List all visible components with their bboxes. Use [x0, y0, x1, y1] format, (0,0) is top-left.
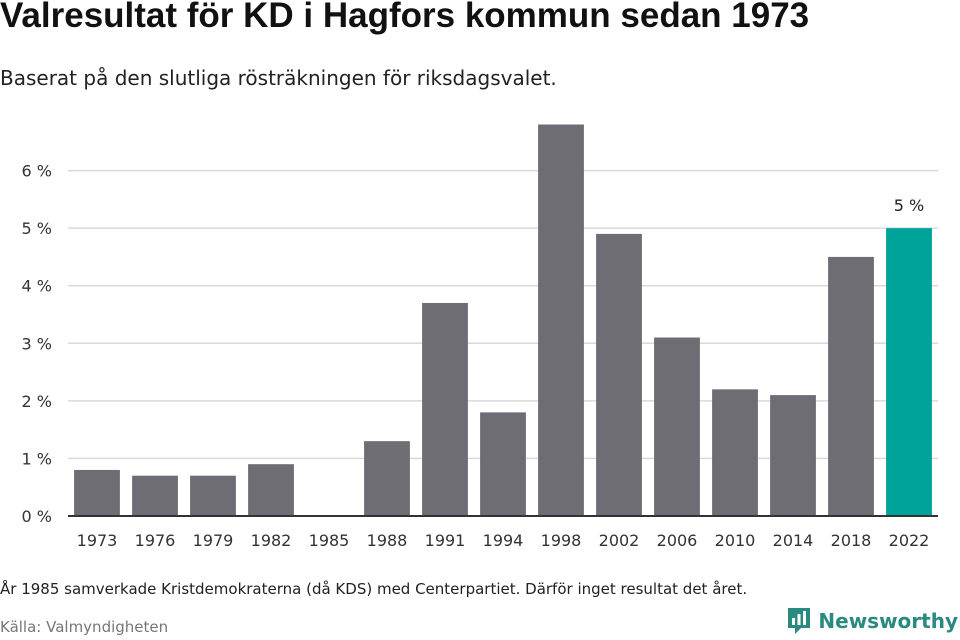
bar-1982 — [248, 464, 294, 516]
brand-name: Newsworthy — [818, 609, 958, 633]
source-text: Källa: Valmyndigheten — [0, 618, 169, 636]
chart-title: Valresultat för KD i Hagfors kommun seda… — [0, 0, 810, 35]
y-tick-label: 3 % — [22, 334, 52, 353]
x-tick-label: 1982 — [251, 531, 292, 550]
x-tick-label: 1991 — [425, 531, 466, 550]
footnote: År 1985 samverkade Kristdemokraterna (då… — [0, 580, 748, 598]
x-tick-label: 1976 — [135, 531, 176, 550]
x-tick-label: 1985 — [309, 531, 350, 550]
x-tick-label: 2018 — [831, 531, 872, 550]
y-tick-label: 6 % — [22, 162, 52, 181]
bar-1988 — [364, 441, 410, 516]
x-tick-label: 2006 — [657, 531, 698, 550]
y-tick-label: 2 % — [22, 392, 52, 411]
bar-1973 — [74, 469, 120, 516]
bar-2022 — [886, 228, 932, 516]
y-tick-label: 5 % — [22, 219, 52, 238]
x-tick-label: 2010 — [715, 531, 756, 550]
bar-2002 — [596, 233, 642, 516]
x-tick-label: 2022 — [889, 531, 930, 550]
bar-1994 — [480, 412, 526, 516]
data-label: 5 % — [894, 196, 924, 215]
bar-1998 — [538, 124, 584, 516]
x-tick-label: 1994 — [483, 531, 524, 550]
bar-1976 — [132, 475, 178, 516]
bar-1991 — [422, 302, 468, 516]
newsworthy-logo-icon — [788, 608, 811, 634]
bar-chart: 0 % 1 % 2 % 3 % 4 % 5 % 6 % 1973 1976 1979 1982 198… — [22, 124, 938, 550]
x-tick-label: 2014 — [773, 531, 814, 550]
y-tick-label: 1 % — [22, 449, 52, 468]
bar-2010 — [712, 389, 758, 516]
x-tick-label: 1988 — [367, 531, 408, 550]
bar-2006 — [654, 337, 700, 516]
bar-2014 — [770, 395, 816, 516]
x-tick-label: 1998 — [541, 531, 582, 550]
bar-1979 — [190, 475, 236, 516]
y-tick-label: 4 % — [22, 277, 52, 296]
brand-logo: Newsworthy — [786, 606, 958, 636]
bar-2018 — [828, 256, 874, 516]
x-tick-label: 2002 — [599, 531, 640, 550]
chart-subtitle: Baserat på den slutliga rösträkningen fö… — [0, 66, 557, 90]
x-tick-label: 1973 — [77, 531, 118, 550]
x-tick-label: 1979 — [193, 531, 234, 550]
y-tick-label: 0 % — [22, 507, 52, 526]
